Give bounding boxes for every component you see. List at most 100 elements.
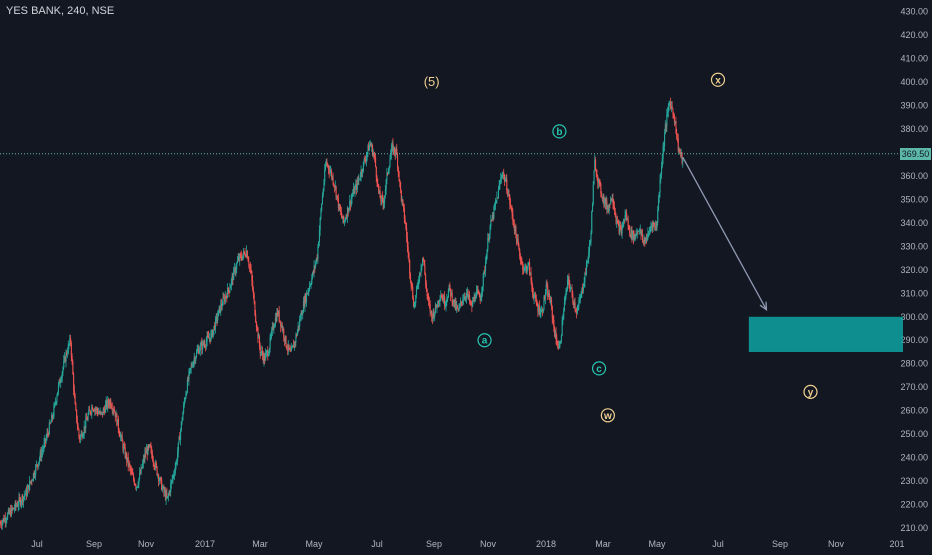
candle-body <box>601 196 603 200</box>
candle-body <box>365 156 368 161</box>
candle-body <box>97 411 99 414</box>
wave-label-x[interactable]: x <box>715 75 721 86</box>
candle-body <box>205 341 207 347</box>
candle-body <box>32 479 34 481</box>
candle-body <box>80 433 82 436</box>
candle-body <box>117 418 119 430</box>
candle-body <box>73 389 75 396</box>
candle-body <box>289 348 291 350</box>
candle-body <box>20 501 22 505</box>
candle-body <box>50 422 52 424</box>
wave-label-5[interactable]: (5) <box>424 74 440 89</box>
wave-label-b[interactable]: b <box>556 127 562 138</box>
candle-body <box>649 228 651 232</box>
candle-body <box>552 318 554 320</box>
candle-body <box>75 404 77 410</box>
symbol-title: YES BANK, 240, NSE <box>6 5 115 17</box>
candle-body <box>194 358 196 362</box>
candle-body <box>658 192 660 198</box>
candle-body <box>170 480 173 484</box>
candle-body <box>14 502 16 509</box>
candle-body <box>136 487 138 489</box>
candle-body <box>251 271 253 281</box>
candle-body <box>359 177 361 179</box>
candle-body <box>497 197 499 199</box>
candle-body <box>0 523 2 525</box>
candle-body <box>217 316 219 321</box>
candle-body <box>146 449 148 455</box>
candle-body <box>651 224 654 228</box>
candle-body <box>187 379 189 381</box>
candle-body <box>613 206 616 212</box>
wave-label-w[interactable]: w <box>603 411 612 422</box>
candle-body <box>553 319 555 328</box>
candle-body <box>308 289 310 291</box>
candle-body <box>274 317 276 325</box>
candle-body <box>557 344 559 346</box>
candle-body <box>425 274 427 284</box>
candle-body <box>98 412 100 414</box>
candle-body <box>448 284 450 291</box>
candle-body <box>639 229 641 232</box>
candle-body <box>487 238 489 250</box>
candle-body <box>70 342 72 357</box>
candle-body <box>397 167 399 172</box>
x-axis-tick-label: Mar <box>252 539 268 549</box>
candle-body <box>331 170 333 178</box>
candle-body <box>378 191 380 192</box>
candle-body <box>231 275 233 280</box>
candle-body <box>413 305 415 307</box>
candle-body <box>135 484 137 488</box>
candle-body <box>642 240 644 242</box>
candle-body <box>447 297 449 300</box>
candle-body <box>503 174 506 182</box>
candle-body <box>54 402 56 404</box>
candle-body <box>679 149 681 152</box>
candle-body <box>198 348 200 354</box>
candle-body <box>227 287 229 298</box>
candle-body <box>316 258 318 260</box>
candle-body <box>502 174 504 176</box>
wave-label-a[interactable]: a <box>482 336 488 347</box>
candle-body <box>383 202 385 205</box>
wave-label-y[interactable]: y <box>808 387 814 398</box>
candle-body <box>74 395 76 405</box>
candle-body <box>141 467 143 468</box>
candle-body <box>157 474 159 476</box>
candle-body <box>304 295 306 307</box>
candle-body <box>388 167 390 171</box>
candle-body <box>666 113 668 127</box>
candle-body <box>46 433 48 438</box>
candle-body <box>547 286 549 297</box>
candle-body <box>576 310 578 314</box>
candle-body <box>504 181 506 182</box>
candle-body <box>618 223 620 233</box>
candle-body <box>315 262 317 267</box>
candle-body <box>656 222 658 230</box>
candle-body <box>19 497 21 499</box>
candle-body <box>462 299 464 303</box>
wave-label-c[interactable]: c <box>596 364 602 375</box>
projection-line[interactable] <box>682 156 768 311</box>
candle-body <box>334 185 336 188</box>
candle-body <box>60 378 63 381</box>
candle-body <box>233 268 236 270</box>
candle-body <box>657 197 660 210</box>
candle-body <box>87 414 89 420</box>
candle-body <box>560 335 562 342</box>
candle-body <box>588 243 591 252</box>
candle-body <box>148 445 150 447</box>
candle-body <box>300 312 302 320</box>
candle-body <box>469 301 471 303</box>
candle-body <box>381 196 383 199</box>
target-zone[interactable] <box>748 316 903 352</box>
candle-body <box>45 437 47 442</box>
candle-body <box>165 493 167 500</box>
candle-body <box>544 296 546 299</box>
y-axis-tick-label: 360.00 <box>900 171 928 181</box>
candle-body <box>581 288 583 293</box>
candle-body <box>446 299 448 302</box>
candle-body <box>582 288 584 291</box>
